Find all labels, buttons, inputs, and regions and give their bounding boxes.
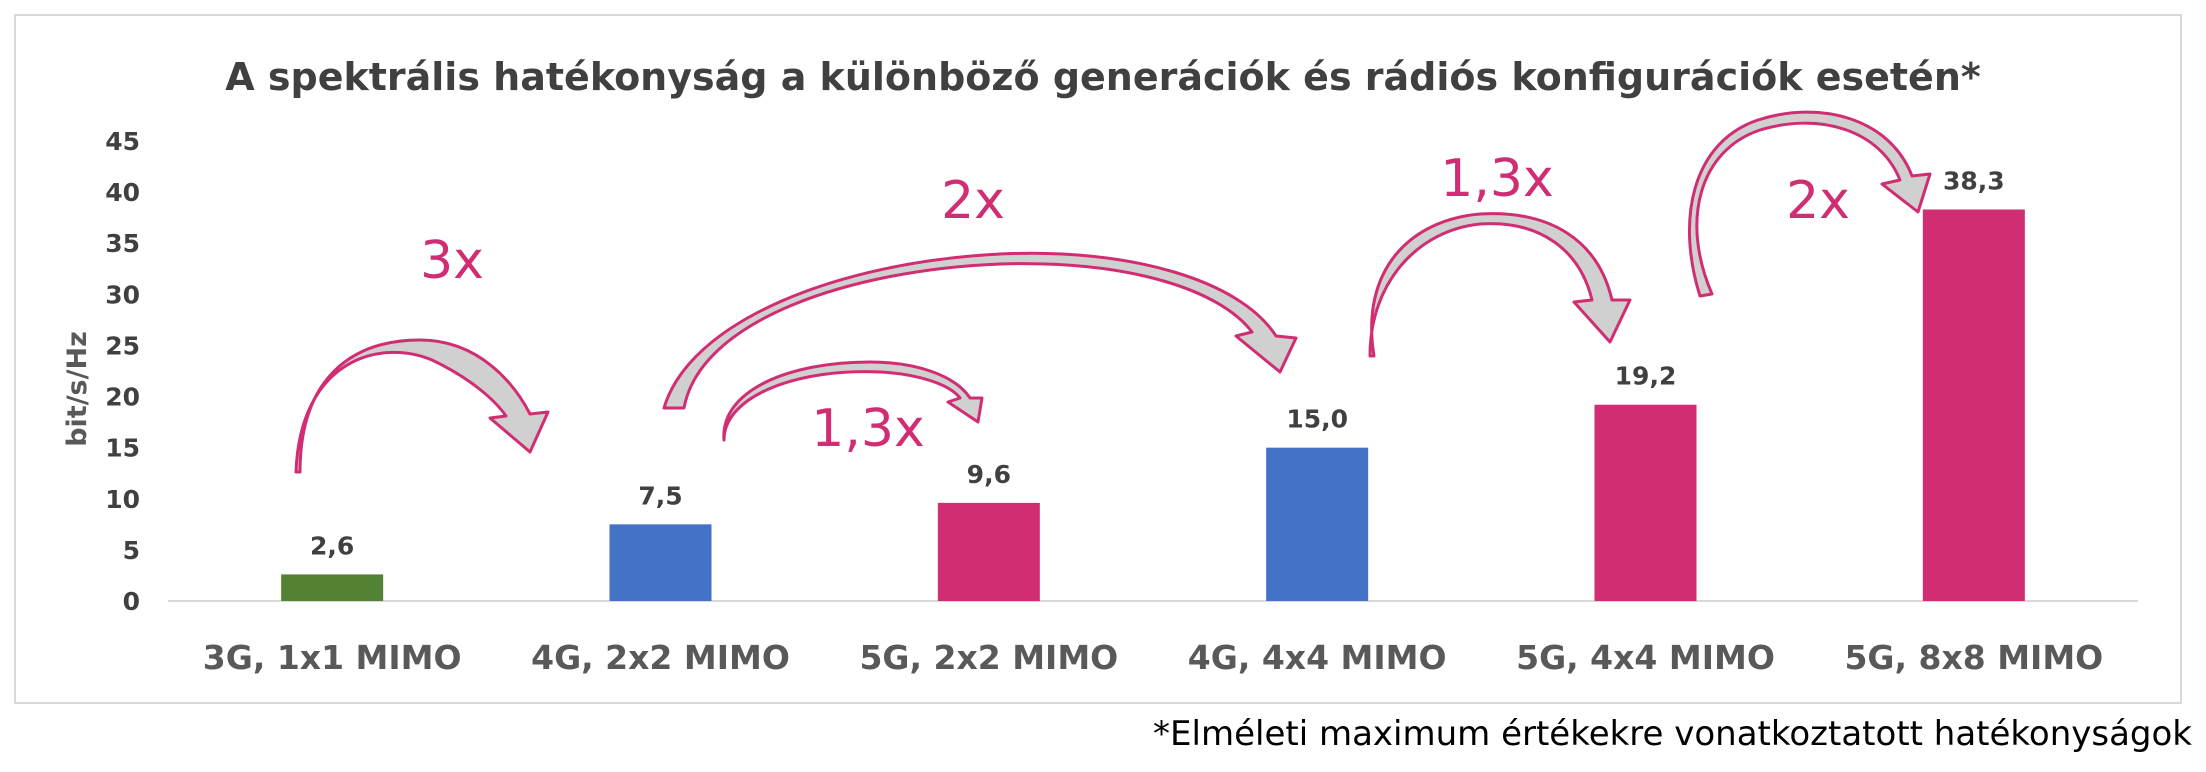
data-label: 7,5 [638,481,682,510]
bar-5 [1594,404,1697,601]
category-label: 5G, 8x8 MIMO [1844,638,2103,677]
y-tick-label: 5 [123,536,140,565]
multiplier-label: 2x [941,171,1005,231]
data-label: 2,6 [310,531,354,560]
arrow-3x [294,338,550,474]
data-label: 15,0 [1286,405,1348,434]
multiplier-label: 1,3x [811,399,924,459]
y-tick-label: 30 [105,280,140,309]
category-label: 3G, 1x1 MIMO [203,638,462,677]
y-tick-label: 40 [105,178,140,207]
y-tick-label: 10 [105,485,140,514]
multiplier-label: 2x [1786,171,1850,231]
arrow-2x-b [1688,110,1932,298]
data-label: 9,6 [967,460,1011,489]
arrow-2x-a [662,251,1298,410]
chart-title: A spektrális hatékonyság a különböző gen… [225,55,1981,99]
bar-3 [937,502,1040,601]
category-label: 5G, 4x4 MIMO [1516,638,1775,677]
data-label: 19,2 [1615,362,1677,391]
footnote: *Elméleti maximum értékekre vonatkoztato… [1153,714,2192,754]
category-label: 5G, 2x2 MIMO [859,638,1118,677]
multiplier-label: 1,3x [1440,149,1553,209]
category-label: 4G, 4x4 MIMO [1188,638,1447,677]
bar-2 [609,524,712,601]
category-label: 4G, 2x2 MIMO [531,638,790,677]
multiplier-label: 3x [420,231,484,291]
y-tick-label: 25 [105,331,140,360]
data-label: 38,3 [1943,166,2005,195]
y-axis-title: bit/s/Hz [62,331,93,447]
y-tick-label: 0 [123,587,140,616]
bar-1 [281,574,384,601]
y-tick-label: 15 [105,434,140,463]
arrow-1-3x-b [1368,212,1632,358]
y-tick-label: 45 [105,127,140,156]
y-tick-label: 20 [105,383,140,412]
arrow-1-3x-a [722,360,984,442]
bar-6 [1922,209,2025,601]
bar-4 [1266,447,1369,601]
y-tick-label: 35 [105,229,140,258]
